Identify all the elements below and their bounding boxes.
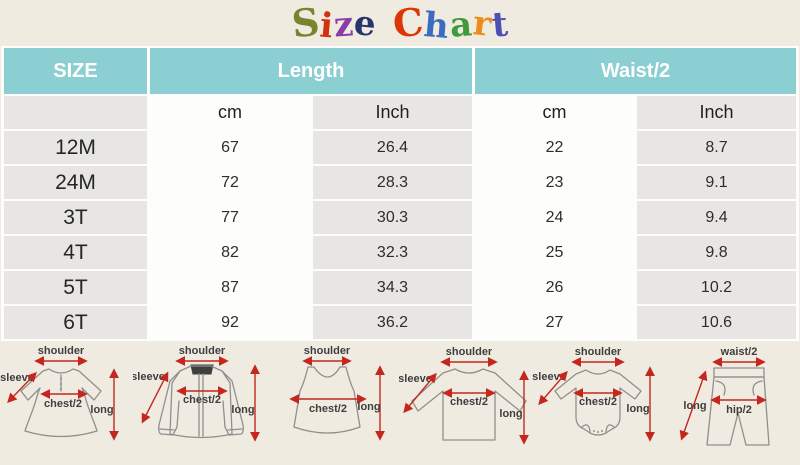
title-letter: t	[490, 4, 511, 46]
shoulder-label: shoulder	[179, 345, 226, 357]
cell-length-inch: 30.3	[313, 201, 472, 234]
table-row: 5T 87 34.3 26 10.2	[4, 271, 796, 304]
cell-waist-cm: 23	[475, 166, 634, 199]
shoulder-label: shoulder	[575, 346, 622, 358]
cell-length-cm: 67	[150, 131, 310, 164]
title-word-size: S i z e	[289, 0, 379, 47]
cell-waist-cm: 22	[475, 131, 634, 164]
t-shirt-illustration: shoulder sleeve chest/2 long	[398, 346, 529, 445]
cell-waist-cm: 27	[475, 306, 634, 339]
title-letter: S	[289, 0, 323, 47]
cell-length-cm: 77	[150, 201, 310, 234]
cell-length-inch: 34.3	[313, 271, 472, 304]
table-row: 6T 92 36.2 27 10.6	[4, 306, 796, 339]
cell-waist-inch: 9.8	[637, 236, 796, 269]
unit-length-cm: cm	[150, 96, 310, 129]
cell-waist-inch: 9.1	[637, 166, 796, 199]
unit-length-inch: Inch	[313, 96, 472, 129]
header-size: SIZE	[4, 48, 147, 94]
shoulder-label: shoulder	[446, 346, 493, 358]
long-label: long	[357, 401, 380, 413]
cell-size: 24M	[4, 166, 147, 199]
cell-length-inch: 32.3	[313, 236, 472, 269]
chest-label: chest/2	[579, 396, 617, 408]
table-row: 12M 67 26.4 22 8.7	[4, 131, 796, 164]
long-label: long	[499, 408, 522, 420]
diagram-jacket: shoulder sleeve chest/2 long	[131, 341, 266, 460]
dress-illustration: shoulder sleeve chest/2 long	[0, 345, 119, 441]
cell-length-cm: 82	[150, 236, 310, 269]
cell-waist-inch: 9.4	[637, 201, 796, 234]
shoulder-label: shoulder	[38, 345, 85, 357]
size-chart-table: SIZE Length Waist/2 cm Inch cm Inch 12M …	[1, 46, 799, 341]
table-row: 3T 77 30.3 24 9.4	[4, 201, 796, 234]
cell-waist-inch: 10.2	[637, 271, 796, 304]
page-title: S i z e C h a r t	[0, 0, 800, 48]
title-letter: e	[352, 2, 379, 46]
bodysuit-illustration: shoulder sleeve chest/2 long	[532, 346, 655, 442]
title-letter: C	[390, 0, 427, 47]
long-label: long	[90, 404, 113, 416]
unit-waist-inch: Inch	[637, 96, 796, 129]
tank-top-illustration: shoulder chest/2 long	[289, 345, 385, 441]
chest-label: chest/2	[183, 394, 221, 406]
cell-size: 4T	[4, 236, 147, 269]
waist-label: waist/2	[720, 346, 758, 358]
cell-length-inch: 26.4	[313, 131, 472, 164]
cell-size: 5T	[4, 271, 147, 304]
long-label: long	[626, 403, 649, 415]
cell-waist-inch: 8.7	[637, 131, 796, 164]
unit-empty-cell	[4, 96, 147, 129]
table-group-header-row: SIZE Length Waist/2	[4, 48, 796, 94]
cell-length-cm: 92	[150, 306, 310, 339]
measurement-diagrams: shoulder sleeve chest/2 long shoulder	[0, 341, 800, 460]
sleeve-label: sleeve	[133, 371, 165, 383]
diagram-pants: waist/2 long hip/2	[665, 341, 798, 460]
cell-waist-cm: 26	[475, 271, 634, 304]
long-label: long	[231, 404, 254, 416]
cell-size: 12M	[4, 131, 147, 164]
cell-length-cm: 87	[150, 271, 310, 304]
cell-waist-cm: 25	[475, 236, 634, 269]
table-row: 4T 82 32.3 25 9.8	[4, 236, 796, 269]
cell-length-inch: 36.2	[313, 306, 472, 339]
diagram-dress: shoulder sleeve chest/2 long	[0, 341, 133, 460]
jacket-illustration: shoulder sleeve chest/2 long	[131, 345, 260, 442]
table-unit-row: cm Inch cm Inch	[4, 96, 796, 129]
cell-length-inch: 28.3	[313, 166, 472, 199]
title-letter: h	[422, 4, 452, 48]
sleeve-label: sleeve	[532, 371, 566, 383]
title-word-chart: C h a r t	[390, 0, 511, 48]
sleeve-label: sleeve	[0, 372, 34, 384]
diagram-bodysuit: shoulder sleeve chest/2 long	[532, 341, 665, 460]
hip-label: hip/2	[726, 404, 752, 416]
unit-waist-cm: cm	[475, 96, 634, 129]
header-length: Length	[150, 48, 472, 94]
cell-size: 3T	[4, 201, 147, 234]
cell-length-cm: 72	[150, 166, 310, 199]
sleeve-label: sleeve	[399, 373, 432, 385]
cell-size: 6T	[4, 306, 147, 339]
shoulder-label: shoulder	[304, 345, 351, 357]
cell-waist-cm: 24	[475, 201, 634, 234]
cell-waist-inch: 10.6	[637, 306, 796, 339]
header-waist: Waist/2	[475, 48, 796, 94]
title-letter: a	[448, 4, 475, 46]
table-row: 24M 72 28.3 23 9.1	[4, 166, 796, 199]
chest-label: chest/2	[309, 403, 347, 415]
chest-label: chest/2	[450, 396, 488, 408]
diagram-t-shirt: shoulder sleeve chest/2 long	[398, 341, 532, 460]
pants-illustration: waist/2 long hip/2	[679, 346, 770, 446]
chest-label: chest/2	[44, 398, 82, 410]
diagram-tank-top: shoulder chest/2 long	[266, 341, 399, 460]
